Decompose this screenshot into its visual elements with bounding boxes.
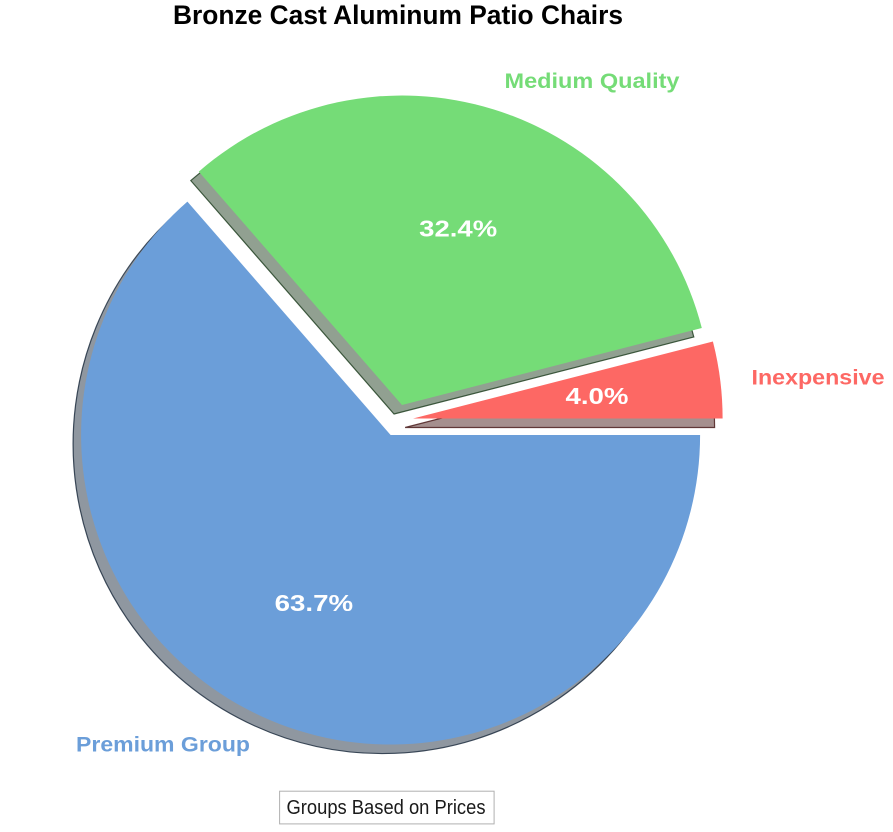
svg-text:Groups Based on Prices: Groups Based on Prices <box>287 797 486 819</box>
svg-text:Premium Group: Premium Group <box>76 733 250 756</box>
svg-text:63.7%: 63.7% <box>275 590 354 616</box>
svg-text:32.4%: 32.4% <box>419 215 497 241</box>
svg-text:Bronze Cast Aluminum Patio Cha: Bronze Cast Aluminum Patio Chairs <box>173 0 623 30</box>
svg-text:Inexpensive: Inexpensive <box>752 367 885 390</box>
svg-text:Medium Quality: Medium Quality <box>505 70 680 93</box>
svg-text:4.0%: 4.0% <box>566 383 629 409</box>
